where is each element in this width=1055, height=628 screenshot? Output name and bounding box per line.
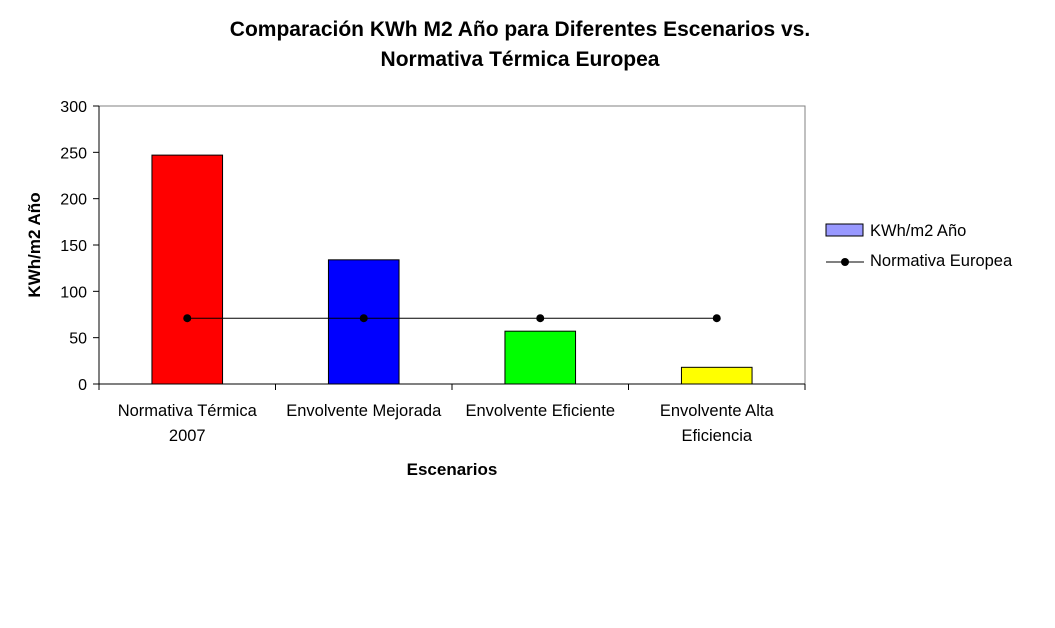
- line-point: [183, 314, 192, 323]
- x-category-label: 2007: [169, 427, 206, 445]
- chart-title-line-1: Comparación KWh M2 Año para Diferentes E…: [230, 18, 810, 41]
- legend: KWh/m2 Año Normativa Europea: [825, 222, 1013, 270]
- y-tick-label: 150: [60, 238, 87, 255]
- legend-label-bar: KWh/m2 Año: [870, 222, 966, 240]
- bar: [680, 366, 753, 385]
- legend-swatch-bar: [825, 223, 864, 237]
- legend-label-line: Normativa Europea: [870, 252, 1013, 270]
- y-tick-label: 300: [60, 99, 87, 116]
- line-point: [712, 314, 721, 323]
- x-axis: Normativa Térmica 2007 Envolvente Mejorada…: [98, 383, 806, 445]
- y-tick-label: 200: [60, 192, 87, 209]
- x-category-label: Normativa Térmica: [118, 402, 258, 420]
- x-axis-title: Escenarios: [407, 460, 498, 479]
- y-tick-label: 100: [60, 284, 87, 301]
- y-tick-label: 0: [78, 377, 87, 394]
- line-series: [183, 314, 721, 323]
- y-tick-label: 250: [60, 145, 87, 162]
- bar: [504, 330, 577, 385]
- x-category-label: Eficiencia: [681, 427, 752, 445]
- y-axis: 0 50 100 150 200 250 300: [60, 99, 100, 394]
- legend-swatch-marker: [841, 258, 849, 266]
- y-tick-label: 50: [69, 331, 87, 348]
- x-category-label: Envolvente Eficiente: [465, 402, 615, 420]
- chart-title-line-2: Normativa Térmica Europea: [381, 48, 660, 71]
- line-point: [536, 314, 545, 323]
- y-axis-title: KWh/m2 Año: [25, 192, 44, 297]
- bar: [151, 154, 224, 385]
- line-point: [359, 314, 368, 323]
- x-category-label: Envolvente Alta: [660, 402, 775, 420]
- x-category-label: Envolvente Mejorada: [286, 402, 442, 420]
